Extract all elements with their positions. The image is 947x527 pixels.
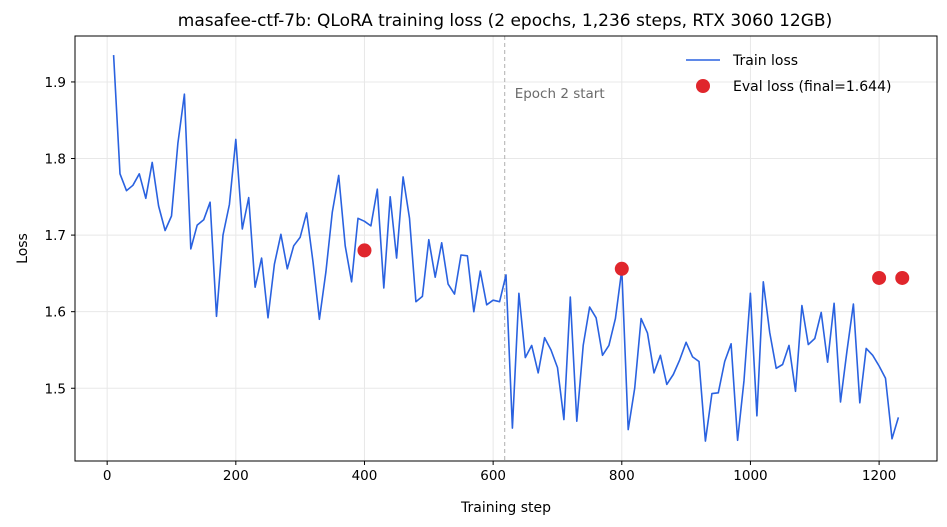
y-tick-label: 1.6 <box>45 305 66 321</box>
x-tick-label: 1200 <box>862 468 896 484</box>
y-tick-label: 1.8 <box>45 152 66 168</box>
y-tick-label: 1.7 <box>45 228 66 244</box>
x-tick-label: 0 <box>103 468 112 484</box>
chart-title: masafee-ctf-7b: QLoRA training loss (2 e… <box>178 11 832 31</box>
x-tick-label: 600 <box>480 468 506 484</box>
plot-frame <box>74 35 938 462</box>
series-layer <box>112 55 910 442</box>
y-axis-label: Loss <box>15 233 31 264</box>
epoch-annotation-label: Epoch 2 start <box>515 86 605 102</box>
train-loss-line <box>112 55 900 442</box>
x-tick-label: 800 <box>609 468 635 484</box>
x-tick-label: 200 <box>223 468 249 484</box>
legend-train-label: Train loss <box>732 53 798 69</box>
eval-loss-point <box>895 270 910 285</box>
legend-eval-label: Eval loss (final=1.644) <box>733 79 891 95</box>
y-tick-label: 1.5 <box>45 381 66 397</box>
x-tick-label: 1000 <box>733 468 767 484</box>
x-tick-label: 400 <box>352 468 378 484</box>
legend: Train loss Eval loss (final=1.644) <box>686 53 891 95</box>
x-axis-label: Training step <box>460 500 551 516</box>
annotation-layer: Epoch 2 start <box>504 36 605 461</box>
eval-loss-point <box>357 243 372 258</box>
eval-loss-point <box>872 270 887 285</box>
y-tick-label: 1.9 <box>45 75 66 91</box>
eval-loss-point <box>614 261 629 276</box>
legend-eval-swatch <box>696 79 710 93</box>
axis-ticks: 0 200 400 600 800 1000 1200 1.5 1.6 1.7 1.8 1.9 <box>45 75 897 484</box>
